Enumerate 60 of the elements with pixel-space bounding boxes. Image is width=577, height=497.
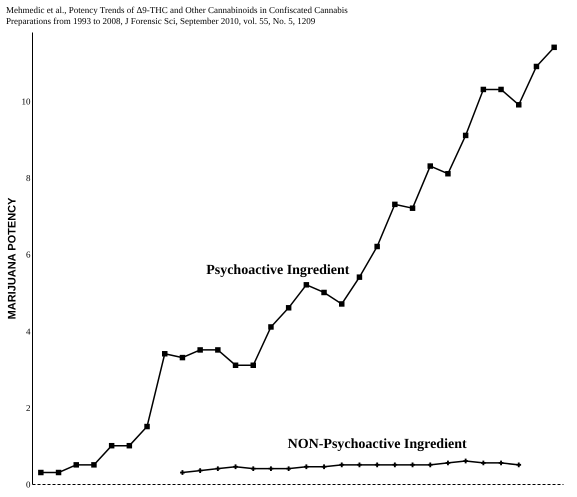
point	[480, 86, 486, 92]
point	[304, 282, 310, 288]
point	[428, 462, 433, 468]
point	[516, 462, 522, 468]
point	[216, 466, 220, 472]
y-axis-title: MARIJUANA POTENCY	[6, 196, 18, 320]
point	[551, 44, 557, 50]
point	[286, 305, 292, 311]
point	[446, 460, 450, 466]
point	[322, 464, 326, 470]
y-tick-label: 4	[26, 326, 31, 336]
point	[410, 462, 415, 468]
series-label: NON-Psychoactive Ingredient	[288, 436, 467, 452]
point	[162, 351, 168, 356]
point	[339, 301, 344, 307]
point	[180, 470, 185, 475]
y-tick-label: 2	[26, 402, 30, 413]
y-tick-label: 10	[22, 96, 31, 106]
point	[38, 470, 44, 476]
point	[357, 462, 362, 468]
point	[198, 468, 202, 473]
point	[534, 64, 540, 70]
point	[481, 460, 486, 466]
point	[374, 244, 380, 250]
point	[108, 442, 114, 448]
text: Mehmedic et al., Potency Trends of Δ9-THC and Other Cannabinoids in Confiscated Cannabis Preparations from 1993 to 2008, J Forensic Sci, September 2010, vol. 55, No. 5, 1209	[6, 5, 348, 26]
y-tick-label: 6	[26, 250, 31, 260]
point	[445, 170, 451, 176]
point	[91, 462, 97, 468]
point	[356, 274, 362, 280]
point	[144, 424, 150, 430]
point	[463, 458, 468, 464]
point	[250, 466, 256, 472]
point	[74, 462, 79, 468]
point	[516, 102, 522, 108]
series-label: Psychoactive Ingredient	[206, 263, 350, 278]
point	[268, 324, 274, 330]
point	[321, 290, 327, 296]
point	[462, 132, 468, 138]
point	[268, 466, 274, 472]
point	[56, 470, 62, 476]
point	[498, 460, 504, 466]
point	[339, 462, 344, 468]
point	[215, 347, 221, 353]
point	[304, 464, 309, 470]
point	[392, 462, 398, 468]
point	[250, 362, 256, 368]
point	[392, 202, 398, 208]
point	[498, 86, 504, 92]
point	[374, 462, 380, 468]
point	[428, 163, 433, 169]
point	[232, 362, 238, 368]
y-tick-label: 8	[26, 173, 31, 184]
y-tick-label: 0	[26, 480, 31, 490]
point	[233, 464, 238, 470]
point	[286, 466, 291, 472]
point	[410, 205, 416, 211]
point	[180, 354, 186, 360]
point	[197, 347, 203, 353]
point	[126, 442, 132, 448]
